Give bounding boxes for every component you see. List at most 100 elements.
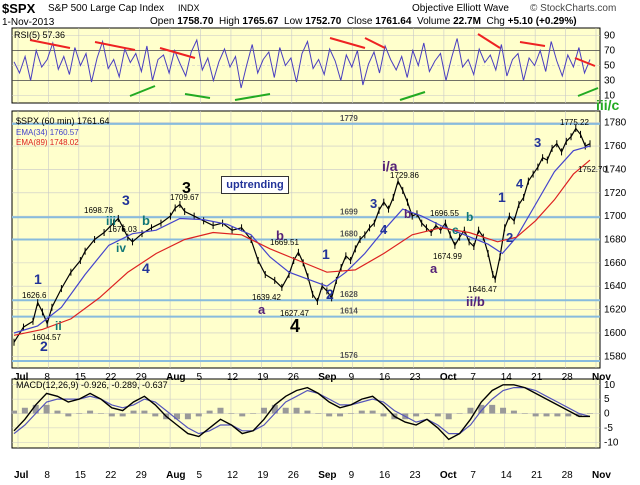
- chart-index-name: S&P 500 Large Cap Index: [48, 3, 165, 14]
- macd-tick-label: -5: [604, 423, 613, 434]
- price-point-label: 1752.70: [578, 165, 607, 174]
- x-tick-label-bottom: Aug: [166, 470, 185, 481]
- wave-label: i/a: [382, 158, 398, 174]
- price-point-label: 1669.51: [270, 238, 299, 247]
- macd-histogram-bar: [543, 413, 550, 417]
- x-tick-label: 26: [288, 372, 300, 383]
- wave-label: a: [258, 302, 266, 317]
- macd-histogram-bar: [260, 407, 267, 414]
- wave-label: 4: [142, 260, 150, 276]
- price-point-label: 1627.47: [280, 309, 309, 318]
- macd-histogram-bar: [337, 413, 344, 417]
- x-tick-label-bottom: 21: [531, 470, 543, 481]
- support-label: 1680: [340, 230, 358, 239]
- price-point-label: 1674.99: [433, 252, 462, 261]
- macd-histogram-bar: [184, 413, 191, 420]
- x-tick-label: 7: [470, 372, 476, 383]
- y-tick-label: 1720: [604, 188, 627, 199]
- rsi-trendline-red: [94, 41, 136, 51]
- rsi-trendline-red: [519, 41, 546, 47]
- wave-label: 1: [498, 189, 506, 205]
- wave-label: 4: [380, 222, 388, 237]
- wave-label: a: [430, 261, 438, 276]
- macd-histogram-bar: [54, 410, 61, 414]
- macd-histogram-bar: [500, 407, 507, 414]
- x-tick-label-bottom: Sep: [318, 470, 336, 481]
- x-tick-label: Nov: [592, 372, 611, 383]
- x-tick-label: 28: [562, 372, 574, 383]
- macd-histogram-bar: [195, 413, 202, 417]
- macd-histogram-bar: [97, 413, 104, 414]
- macd-histogram-bar: [228, 413, 235, 414]
- x-tick-label: Oct: [440, 372, 457, 383]
- wave-label: 3: [534, 135, 541, 150]
- x-tick-label: 15: [75, 372, 87, 383]
- wave-label: 3: [182, 180, 191, 197]
- support-label: 1699: [340, 207, 358, 216]
- macd-histogram-bar: [478, 404, 485, 414]
- macd-histogram-bar: [87, 410, 94, 414]
- rsi-trendline-green: [577, 87, 599, 97]
- y-tick-label: 1660: [604, 258, 627, 269]
- rsi-trendline-red: [574, 57, 596, 67]
- x-tick-label-bottom: 5: [197, 470, 203, 481]
- support-label: 1628: [340, 290, 358, 299]
- macd-histogram-bar: [130, 410, 137, 414]
- macd-histogram-bar: [239, 413, 246, 417]
- wave-label: b: [466, 210, 473, 224]
- x-tick-label-bottom: 7: [470, 470, 476, 481]
- macd-histogram-bar: [304, 410, 311, 414]
- x-tick-label-bottom: 26: [288, 470, 300, 481]
- price-point-label: 1646.47: [468, 285, 497, 294]
- wave-label: ii: [55, 319, 62, 333]
- ema89-legend: EMA(89) 1748.02: [16, 138, 79, 147]
- macd-histogram-bar: [250, 413, 257, 414]
- macd-legend: MACD(12,26,9) -0.926, -0.289, -0.637: [16, 380, 168, 390]
- y-tick-label: 1700: [604, 211, 627, 222]
- macd-histogram-bar: [532, 413, 539, 417]
- macd-histogram-bar: [206, 410, 213, 414]
- macd-histogram-bar: [108, 413, 115, 417]
- ema34-legend: EMA(34) 1760.57: [16, 128, 79, 137]
- y-tick-label: 1580: [604, 351, 627, 362]
- x-tick-label: 14: [501, 372, 513, 383]
- wave-label: iii: [106, 214, 116, 228]
- x-tick-label: 8: [44, 372, 50, 383]
- x-tick-label-bottom: 22: [105, 470, 117, 481]
- macd-histogram-bar: [119, 413, 126, 417]
- x-tick-label: Aug: [166, 372, 185, 383]
- macd-histogram-bar: [423, 413, 430, 414]
- macd-tick-label: 0: [604, 409, 610, 420]
- chart-exchange: INDX: [178, 3, 200, 13]
- macd-histogram-bar: [293, 407, 300, 414]
- macd-histogram-bar: [65, 413, 72, 417]
- chart-symbol: $SPX: [2, 1, 36, 16]
- x-tick-label: Jul: [14, 372, 29, 383]
- macd-histogram-bar: [587, 413, 593, 414]
- macd-histogram-bar: [489, 404, 496, 414]
- macd-histogram-bar: [456, 413, 463, 414]
- wave-label: iii/c: [596, 97, 620, 113]
- macd-histogram-bar: [347, 413, 354, 414]
- macd-histogram-bar: [369, 410, 376, 414]
- rsi-tick-label: 50: [604, 61, 616, 72]
- price-point-label: 1676.03: [108, 225, 137, 234]
- macd-histogram-bar: [174, 413, 181, 420]
- x-tick-label-bottom: 8: [44, 470, 50, 481]
- wave-label: b: [404, 207, 411, 221]
- price-point-label: 1639.42: [252, 293, 281, 302]
- support-label: 1614: [340, 307, 358, 316]
- wave-label: 1: [34, 271, 42, 287]
- x-tick-label-bottom: 16: [379, 470, 391, 481]
- rsi-trendline-green: [129, 85, 156, 97]
- x-tick-label: 29: [136, 372, 148, 383]
- macd-histogram-bar: [315, 413, 322, 414]
- x-tick-label: 23: [409, 372, 421, 383]
- y-tick-label: 1780: [604, 118, 627, 129]
- rsi-trendline-green: [234, 93, 271, 101]
- rsi-tick-label: 30: [604, 76, 616, 87]
- x-tick-label-bottom: 19: [257, 470, 269, 481]
- x-tick-label-bottom: 23: [409, 470, 421, 481]
- macd-histogram-bar: [380, 413, 387, 417]
- rsi-trendline-red: [364, 37, 386, 49]
